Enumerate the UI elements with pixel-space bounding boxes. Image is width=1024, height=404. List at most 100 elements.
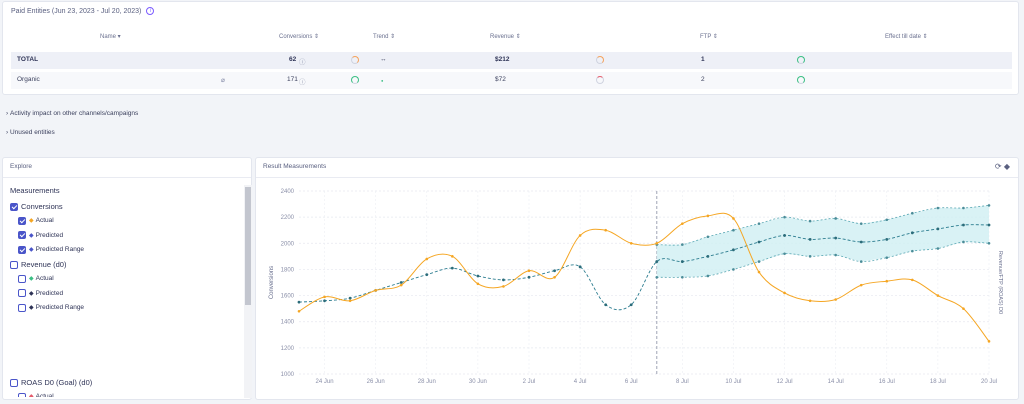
measurement-item[interactable]: ◆ Predicted Range: [18, 245, 85, 254]
col-header-conversions[interactable]: Conversions ⇕: [279, 34, 320, 40]
col-header-effect[interactable]: Effect till date ⇕: [885, 34, 928, 40]
range-point: [834, 253, 837, 257]
scrollbar-thumb[interactable]: [245, 187, 251, 305]
x-tick-label: 12 Jul: [777, 379, 793, 385]
leaf-icon: ⌀: [221, 77, 225, 84]
measurement-label: Predicted Range: [35, 246, 85, 253]
predicted-range-edge: [656, 204, 990, 246]
actual-point: [425, 257, 429, 261]
measurement-item[interactable]: ◆ Actual: [18, 392, 54, 397]
result-measurements-panel: Result Measurements ⟳ ◆ 1000 1200 1400 1600…: [255, 157, 1019, 400]
range-point: [936, 206, 940, 210]
y-tick-label: 1000: [281, 372, 295, 378]
actual-point: [783, 291, 786, 295]
scrollbar[interactable]: [244, 185, 252, 398]
checkbox[interactable]: [10, 202, 18, 211]
tag-icon[interactable]: ◆: [1003, 162, 1010, 171]
predicted-point: [936, 227, 940, 231]
checkbox[interactable]: [18, 245, 26, 254]
y2-axis-label: Revenue/FTP (ROAS) D0: [997, 251, 1003, 314]
checkbox[interactable]: [18, 216, 26, 225]
range-point: [987, 204, 991, 207]
predicted-point: [425, 273, 429, 277]
row-conversions: 62: [289, 56, 297, 63]
group-item[interactable]: Conversions: [10, 202, 63, 211]
revenue-ring-icon: [596, 76, 604, 84]
actual-point: [527, 269, 531, 273]
predicted-point: [987, 223, 991, 227]
actual-point: [451, 255, 454, 258]
actual-point: [706, 214, 710, 218]
refresh-icon[interactable]: ⟳: [994, 162, 1002, 171]
checkbox[interactable]: [18, 303, 26, 312]
checkbox[interactable]: [18, 231, 26, 239]
divider: [256, 177, 1018, 178]
table-row[interactable]: Organic ⌀ 171 ⓘ ● $72 2: [11, 72, 1012, 89]
table-row[interactable]: TOTAL 62 ⓘ ↔ $212 1: [11, 52, 1012, 69]
info-icon[interactable]: ⓘ: [299, 79, 306, 86]
conversions-chart: 1000 1200 1400 1600 1800 2000 2200 2400 24 Jun 26…: [269, 189, 1003, 385]
x-tick-label: 30 Jun: [469, 379, 487, 385]
panel-title-text: Paid Entities: [11, 8, 50, 15]
range-point: [962, 206, 965, 210]
range-point: [834, 217, 837, 220]
group-item[interactable]: Revenue (d0): [10, 260, 66, 269]
checkbox[interactable]: [18, 274, 26, 283]
measurement-item[interactable]: ◆ Predicted: [18, 289, 63, 297]
measurement-item[interactable]: ◆ Actual: [18, 274, 54, 283]
group-item[interactable]: ROAS D0 (Goal) (d0): [10, 378, 92, 387]
conversions-ring-icon: [351, 76, 359, 84]
col-header-name[interactable]: Name ▾: [100, 34, 121, 40]
predicted-point: [783, 234, 786, 237]
y-tick-label: 1600: [281, 294, 295, 300]
measurement-item[interactable]: ◆ Predicted Range: [18, 303, 84, 312]
info-icon[interactable]: ⓘ: [299, 59, 306, 66]
range-point: [808, 255, 812, 258]
trend-arrow-icon: ↔: [380, 56, 387, 63]
range-point: [885, 218, 889, 222]
info-icon[interactable]: i: [146, 7, 155, 15]
x-tick-label: 18 Jul: [930, 379, 946, 385]
predicted-point: [962, 223, 965, 227]
paid-entities-panel: Paid Entities (Jun 23, 2023 - Jul 20, 20…: [2, 1, 1019, 95]
range-point: [808, 219, 812, 223]
col-header-ftp[interactable]: FTP ⇕: [700, 34, 718, 40]
actual-point: [859, 283, 863, 287]
conversions-ring-icon: [351, 56, 359, 64]
date-range: (Jun 23, 2023 - Jul 20, 2023): [51, 8, 142, 15]
predicted-range-area: [656, 205, 989, 278]
actual-point: [297, 309, 301, 313]
actual-point: [629, 241, 633, 245]
section-activity-impact[interactable]: › Activity impact on other channels/camp…: [6, 110, 139, 117]
actual-point: [604, 228, 607, 232]
y-tick-label: 2000: [281, 241, 295, 247]
predicted-point: [859, 240, 863, 244]
checkbox[interactable]: [10, 260, 18, 269]
series-dot-icon: ◆: [29, 394, 34, 397]
measurements-label: Measurements: [10, 186, 60, 195]
measurement-item[interactable]: ◆ Actual: [18, 216, 54, 225]
section-unused-entities[interactable]: › Unused entities: [6, 129, 55, 136]
x-tick-label: 24 Jun: [316, 379, 334, 385]
row-revenue: $72: [495, 76, 506, 83]
divider: [3, 177, 251, 178]
col-header-revenue[interactable]: Revenue ⇕: [490, 34, 521, 40]
checkbox[interactable]: [10, 378, 18, 387]
range-point: [732, 228, 735, 232]
predicted-point: [502, 278, 505, 282]
predicted-point: [450, 266, 454, 270]
y-tick-label: 2400: [281, 189, 295, 195]
range-point: [681, 243, 684, 246]
measurement-label: Actual: [35, 275, 54, 282]
actual-point: [885, 279, 889, 283]
checkbox[interactable]: [18, 289, 26, 297]
checkbox[interactable]: [18, 392, 26, 397]
range-point: [783, 215, 786, 219]
actual-point: [681, 222, 684, 225]
col-header-trend[interactable]: Trend ⇕: [373, 34, 396, 40]
y-axis-label: Conversions: [269, 266, 275, 299]
chevron-right-icon: ›: [6, 110, 9, 117]
panel-title: Paid Entities (Jun 23, 2023 - Jul 20, 20…: [11, 7, 155, 15]
actual-point: [732, 217, 735, 220]
measurement-item[interactable]: ◆ Predicted: [18, 231, 63, 239]
